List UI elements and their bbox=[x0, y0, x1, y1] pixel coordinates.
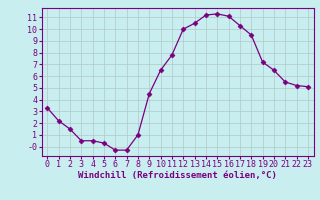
X-axis label: Windchill (Refroidissement éolien,°C): Windchill (Refroidissement éolien,°C) bbox=[78, 171, 277, 180]
